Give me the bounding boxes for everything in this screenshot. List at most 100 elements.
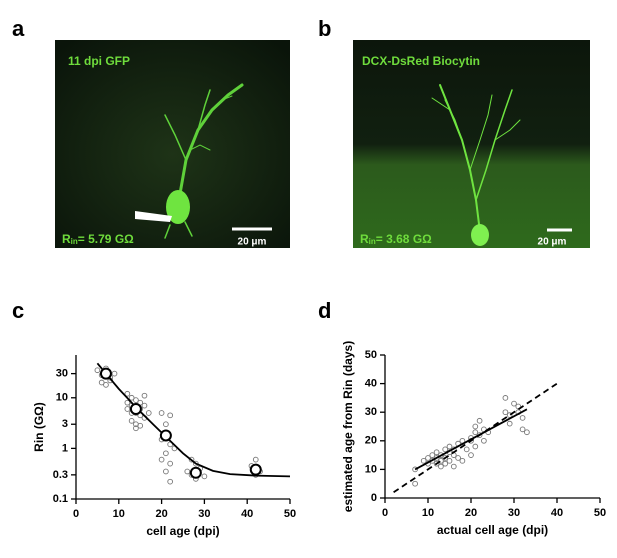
y-axis-label: estimated age from Rin (days)	[341, 341, 355, 512]
x-tick-label: 50	[284, 508, 296, 520]
x-tick-label: 20	[155, 508, 167, 520]
y-tick-label: 10	[56, 392, 68, 404]
data-point	[502, 409, 509, 416]
rin-value: = 3.68 GΩ	[376, 232, 432, 246]
data-point	[98, 379, 105, 386]
data-point	[163, 468, 169, 475]
x-tick-label: 0	[382, 507, 388, 519]
panel-label: a	[12, 16, 25, 41]
data-point	[511, 400, 517, 407]
rin-symbol: R	[62, 232, 71, 246]
data-point	[192, 460, 199, 467]
data-point	[167, 478, 174, 485]
y-tick-label: 20	[365, 435, 377, 447]
data-point	[442, 455, 449, 461]
data-point	[476, 417, 483, 424]
micrograph: DCX-DsRed Biocytin Rin= 3.68 GΩ 20 μm	[353, 40, 590, 248]
data-point	[167, 412, 174, 419]
rin-label: Rin= 3.68 GΩ	[360, 232, 432, 246]
data-point	[137, 422, 144, 429]
mean-marker	[99, 367, 112, 380]
micrograph: 11 dpi GFP Rin= 5.79 GΩ 20 μm	[55, 40, 290, 248]
data-point	[442, 460, 449, 467]
data-point	[506, 412, 513, 418]
data-point	[158, 410, 165, 416]
y-axis-label: Rin (GΩ)	[32, 402, 46, 452]
data-point	[420, 457, 427, 464]
data-point	[519, 415, 526, 421]
data-point	[519, 426, 526, 433]
y-tick-label: 0.3	[53, 469, 68, 481]
x-tick-label: 40	[551, 507, 563, 519]
data-point	[133, 425, 139, 432]
data-point	[472, 423, 479, 430]
scale-bar-label: 20 μm	[238, 237, 267, 248]
data-point	[429, 452, 436, 458]
data-point	[412, 480, 418, 487]
data-point	[252, 456, 259, 463]
data-point	[163, 421, 169, 428]
mean-marker	[159, 429, 172, 442]
data-point	[524, 429, 530, 436]
data-point	[433, 460, 440, 467]
data-point	[463, 446, 470, 453]
x-tick-label: 50	[594, 507, 606, 519]
y-tick-label: 30	[56, 368, 68, 380]
data-point	[455, 455, 461, 461]
panel-label: b	[318, 16, 331, 41]
data-point	[111, 370, 118, 377]
data-point	[433, 455, 440, 461]
data-point	[145, 410, 152, 416]
y-tick-label: 50	[365, 349, 377, 361]
rin-label: Rin= 5.79 GΩ	[62, 232, 134, 246]
fit-line	[414, 408, 528, 471]
y-tick-label: 10	[365, 463, 377, 475]
data-point	[502, 395, 509, 401]
identity-line	[393, 382, 558, 494]
data-point	[468, 452, 474, 458]
data-point	[506, 420, 513, 427]
x-tick-label: 10	[113, 508, 125, 520]
data-point	[124, 390, 131, 397]
data-point	[438, 457, 444, 464]
panel-label: c	[12, 298, 24, 323]
rin-subscript: in	[369, 237, 376, 246]
y-tick-label: 1	[62, 442, 68, 454]
rin-subscript: in	[71, 237, 78, 246]
x-axis-label: actual cell age (dpi)	[437, 523, 548, 537]
data-point	[167, 460, 174, 467]
mean-marker	[189, 466, 202, 479]
x-tick-label: 30	[198, 508, 210, 520]
data-point	[141, 392, 148, 399]
x-tick-label: 30	[508, 507, 520, 519]
data-point	[94, 367, 101, 374]
data-point	[472, 429, 479, 436]
data-point	[128, 394, 135, 401]
data-point	[433, 449, 440, 456]
data-point	[188, 456, 195, 463]
data-point	[103, 382, 109, 388]
data-point	[124, 399, 131, 406]
data-point	[201, 473, 208, 480]
data-point	[158, 456, 165, 463]
x-tick-label: 40	[241, 508, 253, 520]
data-point	[184, 468, 191, 475]
data-point	[412, 466, 418, 473]
data-point	[141, 402, 148, 409]
mean-marker	[129, 403, 142, 416]
image-caption: DCX-DsRed Biocytin	[362, 54, 480, 68]
data-point	[446, 457, 453, 464]
data-point	[425, 455, 431, 461]
x-tick-label: 20	[465, 507, 477, 519]
data-point	[438, 463, 444, 470]
x-axis-label: cell age (dpi)	[146, 524, 219, 538]
y-tick-label: 3	[62, 418, 68, 430]
y-tick-label: 40	[365, 378, 377, 390]
x-tick-label: 10	[422, 507, 434, 519]
data-point	[446, 443, 453, 450]
y-tick-label: 0	[371, 492, 377, 504]
data-point	[481, 437, 487, 444]
fit-line	[96, 362, 291, 478]
data-point	[124, 406, 131, 412]
